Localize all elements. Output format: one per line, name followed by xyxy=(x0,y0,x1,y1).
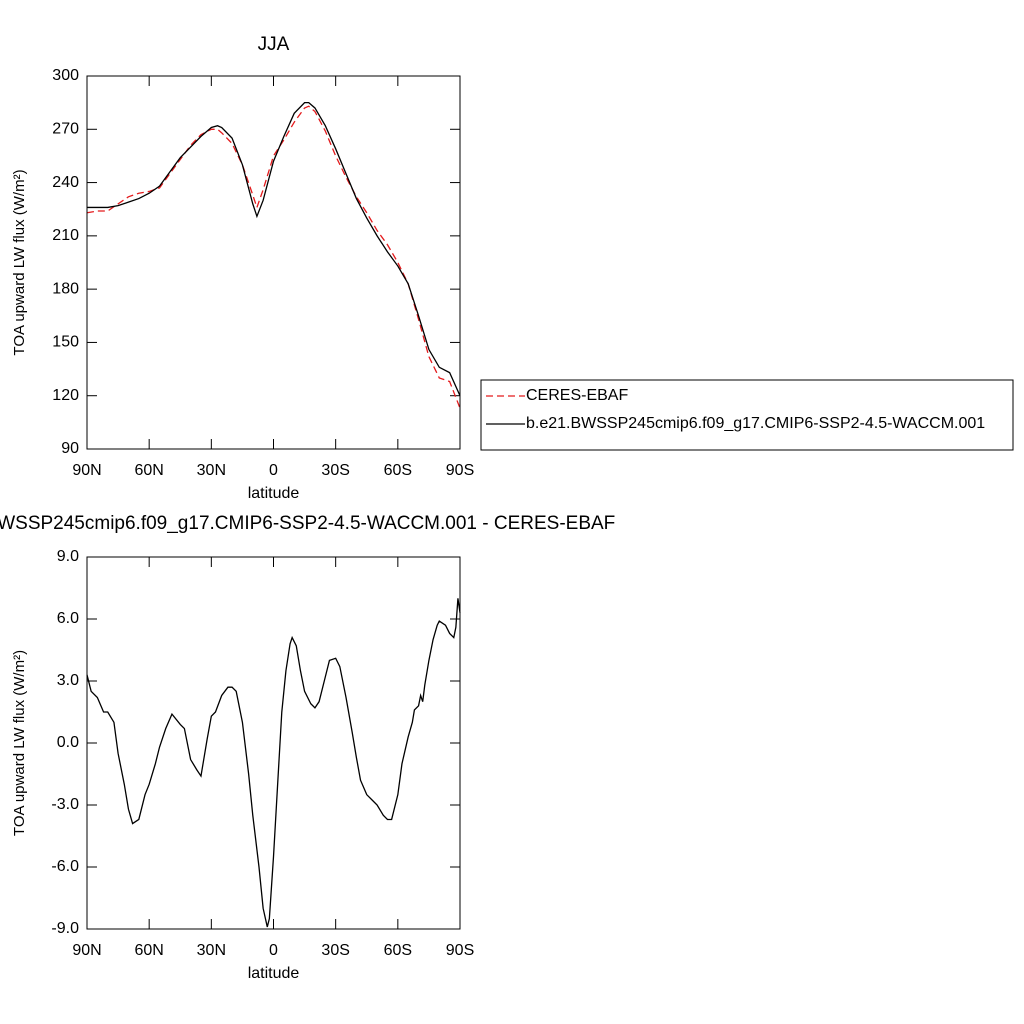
y-tick-label: 300 xyxy=(52,67,79,84)
data-line xyxy=(87,101,461,396)
y-tick-label: 3.0 xyxy=(57,672,79,689)
y-tick-label: 210 xyxy=(52,227,79,244)
plot-frame xyxy=(86,556,461,930)
x-tick-label: 90S xyxy=(446,462,474,479)
y-tick-label: 270 xyxy=(52,121,79,138)
chart-title: JJA xyxy=(258,34,290,55)
x-tick-label: 90N xyxy=(72,942,101,959)
x-tick-label: 30N xyxy=(197,942,226,959)
x-axis-label: latitude xyxy=(248,485,300,502)
data-line xyxy=(86,598,461,928)
x-tick-label: 60N xyxy=(134,462,163,479)
y-tick-label: 9.0 xyxy=(57,548,79,565)
y-tick-label: 120 xyxy=(52,387,79,404)
y-tick-label: 180 xyxy=(52,280,79,297)
x-tick-label: 0 xyxy=(269,942,278,959)
x-tick-label: 90N xyxy=(72,462,101,479)
y-tick-label: -3.0 xyxy=(51,796,79,813)
y-tick-label: -9.0 xyxy=(51,920,79,937)
y-tick-label: -6.0 xyxy=(51,858,79,875)
x-tick-label: 30N xyxy=(197,462,226,479)
x-tick-label: 60S xyxy=(384,462,412,479)
x-tick-label: 30S xyxy=(321,942,349,959)
y-tick-label: 0.0 xyxy=(57,734,79,751)
x-tick-label: 60S xyxy=(384,942,412,959)
y-axis-label: TOA upward LW flux (W/m²) xyxy=(11,650,28,836)
y-tick-label: 150 xyxy=(52,334,79,351)
x-axis-label: latitude xyxy=(248,965,300,982)
y-tick-label: 6.0 xyxy=(57,610,79,627)
legend-label: CERES-EBAF xyxy=(526,387,628,404)
y-tick-label: 240 xyxy=(52,174,79,191)
y-tick-label: 90 xyxy=(61,440,79,457)
plot-frame xyxy=(86,75,461,450)
legend-label: b.e21.BWSSP245cmip6.f09_g17.CMIP6-SSP2-4… xyxy=(526,415,985,432)
x-tick-label: 60N xyxy=(134,942,163,959)
legend-box xyxy=(480,379,1014,451)
x-tick-label: 0 xyxy=(269,462,278,479)
y-axis-label: TOA upward LW flux (W/m²) xyxy=(11,169,28,355)
chart-title: b.e21.BWSSP245cmip6.f09_g17.CMIP6-SSP2-4… xyxy=(0,513,615,534)
x-tick-label: 90S xyxy=(446,942,474,959)
data-line xyxy=(86,105,461,409)
x-tick-label: 30S xyxy=(321,462,349,479)
